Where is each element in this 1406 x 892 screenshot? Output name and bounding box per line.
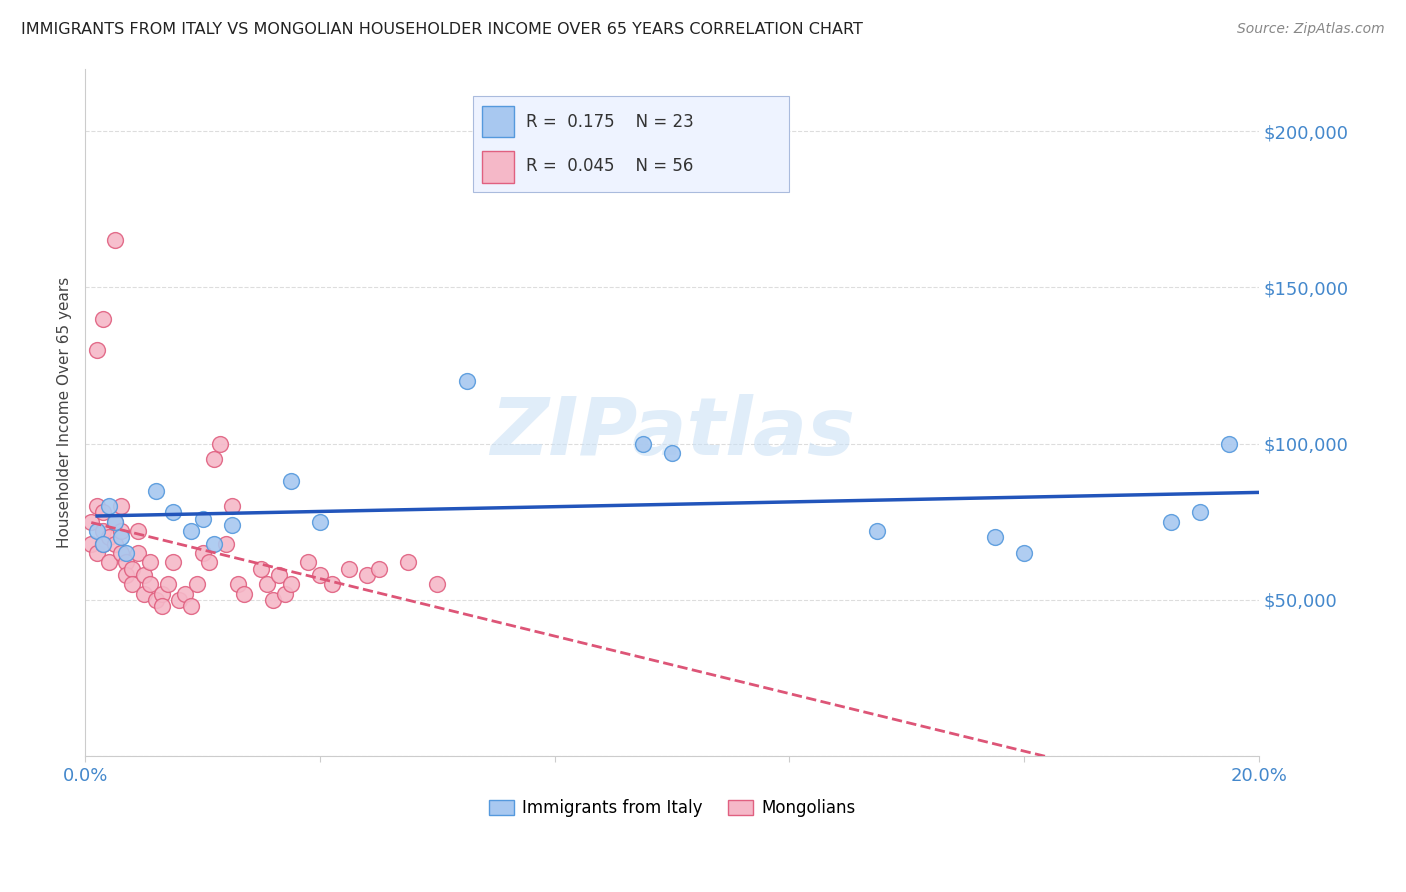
Point (267, 568, 290, 582)
Point (221, 517, 243, 532)
Point (186, 577, 208, 591)
Point (262, 593, 284, 607)
Point (156, 577, 179, 591)
Point (661, 446, 683, 460)
Point (97, 499, 120, 513)
Point (280, 474, 302, 488)
Point (209, 436, 232, 450)
Point (167, 593, 190, 607)
Point (110, 546, 132, 560)
Point (180, 524, 202, 538)
Point (121, 562, 143, 576)
Point (367, 562, 389, 576)
Point (339, 562, 361, 576)
Point (197, 556, 219, 570)
Point (274, 587, 297, 601)
Point (139, 556, 162, 570)
Point (191, 511, 214, 525)
Point (91, 311, 114, 326)
Point (86, 343, 108, 357)
Point (162, 505, 184, 519)
Point (104, 515, 127, 529)
Point (150, 587, 173, 601)
Point (309, 568, 332, 582)
Point (115, 546, 138, 560)
Point (110, 524, 132, 538)
Point (162, 556, 184, 570)
Point (180, 599, 202, 614)
Point (91, 537, 114, 551)
Point (86, 546, 108, 560)
Legend: Immigrants from Italy, Mongolians: Immigrants from Italy, Mongolians (482, 792, 862, 823)
Point (115, 556, 138, 570)
Point (104, 515, 127, 529)
Point (204, 452, 226, 467)
Text: Source: ZipAtlas.com: Source: ZipAtlas.com (1237, 22, 1385, 37)
Point (91, 505, 114, 519)
Point (221, 499, 243, 513)
Point (174, 587, 197, 601)
Point (232, 587, 254, 601)
Point (91, 537, 114, 551)
Point (91, 524, 114, 538)
Point (132, 568, 155, 582)
Point (280, 577, 302, 591)
Point (396, 556, 419, 570)
Point (215, 537, 238, 551)
Point (1189, 505, 1212, 519)
Y-axis label: Householder Income Over 65 years: Householder Income Over 65 years (58, 277, 72, 548)
Point (86, 499, 108, 513)
Point (127, 524, 149, 538)
Point (1012, 546, 1035, 560)
Point (110, 531, 132, 545)
Point (97, 531, 120, 545)
Point (866, 524, 889, 538)
Point (127, 546, 149, 560)
Point (256, 577, 278, 591)
Point (97, 556, 120, 570)
Point (121, 577, 143, 591)
Point (456, 374, 478, 388)
Point (139, 577, 162, 591)
Point (984, 531, 1007, 545)
Point (80, 515, 103, 529)
Point (426, 577, 449, 591)
Text: IMMIGRANTS FROM ITALY VS MONGOLIAN HOUSEHOLDER INCOME OVER 65 YEARS CORRELATION : IMMIGRANTS FROM ITALY VS MONGOLIAN HOUSE… (21, 22, 863, 37)
Text: ZIPatlas: ZIPatlas (489, 394, 855, 472)
Point (1218, 436, 1240, 450)
Point (204, 537, 226, 551)
Point (132, 587, 155, 601)
Point (191, 546, 214, 560)
Point (110, 499, 132, 513)
Point (226, 577, 249, 591)
Point (86, 524, 108, 538)
Point (115, 568, 138, 582)
Point (250, 562, 273, 576)
Point (145, 593, 167, 607)
Point (356, 568, 378, 582)
Point (1160, 515, 1182, 529)
Point (104, 234, 127, 248)
Point (309, 515, 332, 529)
Point (321, 577, 343, 591)
Point (145, 483, 167, 498)
Point (150, 599, 173, 614)
Point (297, 556, 319, 570)
Point (631, 436, 654, 450)
Point (80, 537, 103, 551)
Point (104, 537, 127, 551)
